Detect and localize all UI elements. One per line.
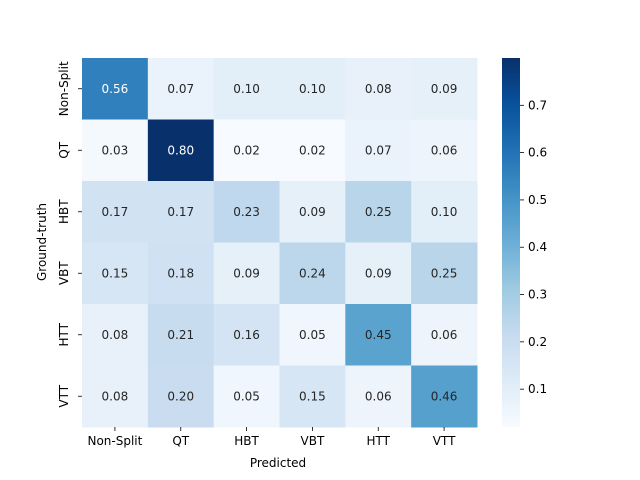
colorbar-tick-label: 0.2 (528, 335, 547, 349)
heatmap-cell (411, 181, 478, 243)
x-tick-label: QT (172, 434, 189, 448)
cell-value-label: 0.09 (431, 82, 458, 96)
heatmap-cell (82, 242, 149, 305)
colorbar-tick-label: 0.3 (528, 288, 547, 302)
colorbar-tick-label: 0.6 (528, 146, 547, 160)
cell-value-label: 0.06 (431, 143, 458, 157)
colorbar: 0.1 0.2 0.3 0.4 0.5 0.6 0.7 (502, 58, 547, 427)
cell-value-label: 0.45 (365, 328, 392, 342)
cell-value-label: 0.09 (365, 266, 392, 280)
heatmap-cell (345, 181, 412, 243)
colorbar-gradient (502, 58, 520, 427)
cell-value-label: 0.16 (233, 328, 260, 342)
heatmap-cell (213, 58, 280, 120)
cell-value-label: 0.15 (299, 389, 326, 403)
x-tick-label: HBT (234, 434, 259, 448)
heatmap-cell (345, 365, 412, 428)
y-tick-label: VTT (57, 384, 71, 407)
y-axis-label: Ground-truth (35, 203, 49, 281)
cell-value-label: 0.25 (431, 266, 458, 280)
heatmap-cell (147, 242, 215, 305)
cell-value-label: 0.03 (102, 143, 129, 157)
cell-value-label: 0.24 (299, 266, 326, 280)
cell-value-label: 0.06 (431, 328, 458, 342)
cell-value-label: 0.09 (299, 205, 326, 219)
heatmap-cell (345, 304, 412, 366)
cell-value-label: 0.15 (102, 266, 129, 280)
cell-value-label: 0.08 (365, 82, 392, 96)
x-axis-label: Predicted (250, 456, 306, 470)
heatmap-cell (411, 242, 478, 305)
heatmap-cell (345, 242, 412, 305)
cell-value-label: 0.06 (365, 389, 392, 403)
cell-value-label: 0.02 (299, 143, 326, 157)
cell-value-label: 0.23 (233, 205, 260, 219)
x-tick-label: Non-Split (87, 434, 142, 448)
heatmap-cell (82, 119, 149, 182)
y-tick-label: HBT (57, 199, 71, 224)
heatmap-cell (147, 58, 215, 120)
cell-value-label: 0.07 (365, 143, 392, 157)
cell-value-label: 0.46 (431, 389, 458, 403)
heatmap-cell (147, 365, 215, 428)
colorbar-tick-label: 0.4 (528, 240, 547, 254)
x-tick-label: HTT (367, 434, 391, 448)
heatmap-cell (213, 181, 280, 243)
y-tick-label: HTT (57, 322, 71, 346)
heatmap-cell (82, 58, 149, 120)
cell-value-label: 0.18 (167, 266, 194, 280)
heatmap-cell (411, 365, 478, 428)
cell-value-label: 0.20 (167, 389, 194, 403)
colorbar-tick-label: 0.5 (528, 193, 547, 207)
heatmap-cell (82, 304, 149, 366)
heatmap-cell (345, 58, 412, 120)
heatmap-cell (82, 365, 149, 428)
heatmap-cell (147, 304, 215, 366)
cell-value-label: 0.56 (102, 82, 129, 96)
heatmap-cell (82, 181, 149, 243)
cell-value-label: 0.05 (299, 328, 326, 342)
cell-value-label: 0.17 (102, 205, 129, 219)
heatmap-cell (279, 365, 346, 428)
y-tick-label: QT (57, 141, 71, 158)
heatmap-cell (411, 119, 478, 182)
cell-value-label: 0.02 (233, 143, 260, 157)
heatmap-cell (345, 119, 412, 182)
x-axis: Non-Split QT HBT VBT HTT VTT (87, 427, 456, 448)
cell-value-label: 0.07 (167, 82, 194, 96)
x-tick-label: VTT (433, 434, 456, 448)
heatmap-cell (213, 242, 280, 305)
heatmap-cell (279, 242, 346, 305)
heatmap-cell (147, 119, 215, 182)
heatmap-cells: 0.56 0.07 0.10 0.10 0.08 0.09 0.03 0.80 0.02 0.02… (82, 58, 478, 428)
cell-value-label: 0.25 (365, 205, 392, 219)
y-tick-label: VBT (57, 261, 71, 285)
cell-value-label: 0.08 (102, 328, 129, 342)
colorbar-tick-label: 0.1 (528, 382, 547, 396)
heatmap-cell (213, 304, 280, 366)
cell-value-label: 0.08 (102, 389, 129, 403)
heatmap-cell (279, 304, 346, 366)
colorbar-tick-label: 0.7 (528, 98, 547, 112)
cell-value-label: 0.17 (167, 205, 194, 219)
cell-value-label: 0.21 (167, 328, 194, 342)
heatmap-cell (147, 181, 215, 243)
heatmap-cell (279, 58, 346, 120)
x-tick-label: VBT (301, 434, 325, 448)
heatmap-cell (279, 119, 346, 182)
heatmap-cell (411, 304, 478, 366)
cell-value-label: 0.09 (233, 266, 260, 280)
cell-value-label: 0.05 (233, 389, 260, 403)
cell-value-label: 0.80 (167, 143, 194, 157)
heatmap-cell (213, 119, 280, 182)
heatmap-cell (279, 181, 346, 243)
cell-value-label: 0.10 (299, 82, 326, 96)
y-axis: Non-Split QT HBT VBT HTT VTT (57, 61, 82, 408)
heatmap-cell (213, 365, 280, 428)
y-tick-label: Non-Split (57, 61, 71, 116)
heatmap-cell (411, 58, 478, 120)
cell-value-label: 0.10 (233, 82, 260, 96)
cell-value-label: 0.10 (431, 205, 458, 219)
